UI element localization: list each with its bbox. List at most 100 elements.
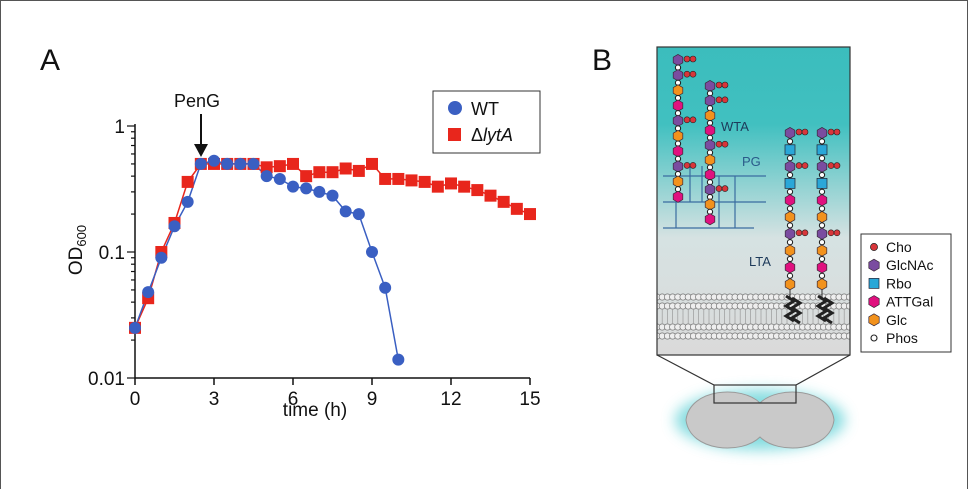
wt-data-point	[234, 157, 247, 170]
lyta-data-point	[366, 157, 378, 170]
lyta-data-point	[326, 166, 339, 179]
wt-data-point	[142, 286, 155, 299]
phosphate-unit	[818, 255, 826, 263]
dividing-cell	[685, 391, 835, 449]
lipid-anchor	[821, 296, 835, 325]
lyta-data-point	[471, 184, 484, 197]
lyta-data-point	[339, 162, 352, 175]
lta-label: LTA	[749, 254, 771, 269]
y-axis-label: OD600	[66, 225, 89, 275]
choline-unit	[795, 128, 803, 136]
legend-glcnac-icon	[868, 258, 880, 272]
wt-data-point	[300, 182, 313, 195]
wta-label: WTA	[721, 119, 749, 134]
peng-arrow-head	[194, 144, 208, 157]
lyta-data-point	[431, 180, 444, 193]
rbo-unit	[816, 144, 828, 156]
x-tick-label: 0	[130, 389, 141, 410]
series-marks	[129, 154, 536, 366]
lipid-anchor	[789, 296, 803, 325]
wt-data-point	[208, 154, 220, 167]
choline-unit	[801, 162, 809, 169]
legend-wt-marker	[448, 101, 462, 115]
phosphate-unit	[818, 155, 826, 162]
legend-phos-icon	[870, 334, 878, 342]
choline-unit	[795, 229, 803, 237]
x-axis-label: time (h)	[283, 400, 347, 421]
phosphate-unit	[786, 188, 794, 195]
legend-lyta-label: ΔlytA	[471, 125, 513, 145]
choline-unit	[833, 162, 841, 169]
legend-lyta-marker	[448, 128, 461, 141]
choline-unit	[689, 162, 697, 169]
rbo-unit	[816, 178, 828, 189]
legend-entry-label: ATTGal	[886, 294, 933, 310]
wt-data-point	[326, 189, 339, 202]
choline-unit	[795, 162, 803, 169]
glcnac-unit	[784, 227, 796, 240]
wt-data-point	[339, 205, 352, 218]
panel-a-label: A	[40, 44, 60, 77]
lyta-data-point	[181, 175, 194, 188]
lyta-data-point	[405, 174, 418, 187]
choline-unit	[689, 55, 697, 63]
legend-entry-label: GlcNAc	[886, 257, 933, 273]
legend-entry-label: Cho	[886, 239, 912, 255]
glycopolymer-chain	[816, 126, 841, 300]
lyta-data-point	[287, 157, 299, 170]
wt-data-point	[379, 281, 392, 294]
phosphate-unit	[786, 272, 794, 279]
symbol-legend-box	[860, 233, 952, 353]
wt-data-point	[129, 321, 141, 334]
chart-axes	[134, 124, 530, 379]
lyta-data-point	[300, 170, 313, 183]
choline-unit	[715, 81, 723, 89]
phosphate-unit	[818, 138, 826, 145]
glycopolymer-chain	[672, 53, 697, 203]
wt-data-point	[181, 195, 194, 208]
symbol-legend: Cho GlcNAc Rbo ATTGal Glc Phos	[860, 233, 952, 353]
legend-wt-label: WT	[471, 99, 499, 119]
choline-unit	[683, 162, 691, 169]
choline-unit	[715, 185, 723, 192]
choline-unit	[801, 229, 809, 237]
legend-lyta-italic: lytA	[483, 125, 513, 145]
choline-unit	[715, 140, 723, 148]
lyta-data-point	[352, 164, 365, 177]
x-tick-label: 9	[367, 389, 378, 410]
rbo-unit	[784, 144, 796, 156]
choline-unit	[689, 70, 697, 78]
legend-entry-label: Rbo	[886, 275, 912, 291]
choline-unit	[721, 185, 729, 192]
glcnac-unit	[672, 53, 684, 67]
y-axis-label-sub: 600	[74, 225, 89, 247]
glcnac-unit	[704, 79, 716, 93]
phosphate-unit	[786, 155, 794, 162]
glcnac-unit	[816, 227, 828, 240]
attgal-unit	[704, 213, 716, 226]
legend: WT ΔlytA	[432, 90, 541, 154]
cell-wall-panel: WTA PG LTA	[656, 46, 851, 356]
panel-b-label: B	[592, 44, 612, 77]
x-ticks: 0 3 6 9 12 15	[130, 378, 541, 410]
glc-unit	[704, 198, 716, 211]
attgal-unit	[816, 261, 828, 274]
legend-box	[432, 90, 541, 154]
attgal-unit	[784, 261, 796, 274]
x-tick-label: 3	[209, 389, 220, 410]
peng-label: PenG	[174, 91, 220, 111]
y-tick-label: 0.01	[88, 369, 125, 390]
y-tick-label: 1	[114, 117, 125, 138]
choline-unit	[827, 128, 835, 136]
legend-entry-label: Phos	[886, 330, 918, 346]
lyta-data-point	[510, 202, 523, 215]
glcnac-unit	[672, 114, 684, 127]
y-ticks: 0.01 0.1 1	[88, 117, 135, 390]
attgal-unit	[672, 145, 684, 158]
glcnac-unit	[672, 69, 684, 82]
glc-unit	[672, 175, 684, 188]
x-tick-label: 15	[519, 389, 540, 410]
phosphate-unit	[786, 222, 794, 229]
glcnac-unit	[672, 160, 684, 173]
choline-unit	[683, 70, 691, 78]
